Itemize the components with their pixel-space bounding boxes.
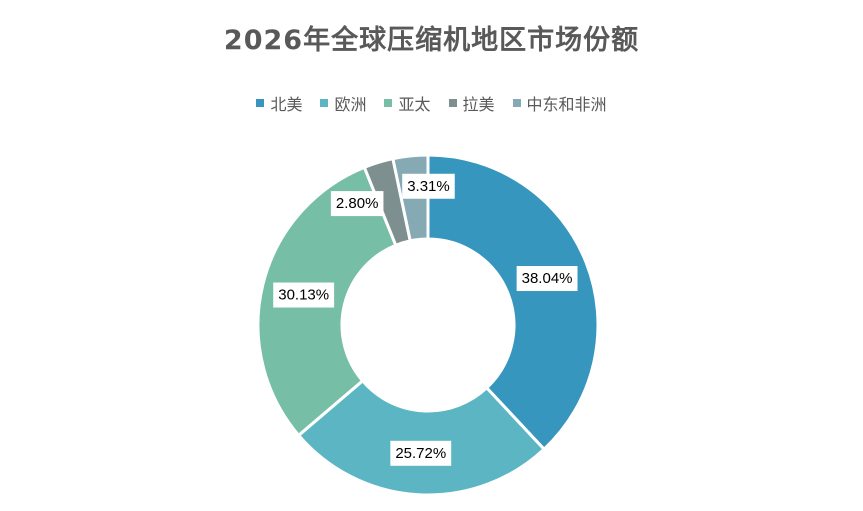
legend-item-asia-pacific: 亚太 [384,91,431,115]
legend-swatch [384,99,393,107]
legend-label: 亚太 [398,95,431,114]
data-label-text: 2.80% [336,195,379,212]
data-label: 30.13% [273,282,335,308]
data-label: 3.31% [402,173,455,199]
data-label-box [516,266,578,292]
data-label: 38.04% [516,266,578,292]
legend-item-europe: 欧洲 [320,91,366,115]
legend-swatch [512,99,521,107]
data-label-text: 25.72% [395,445,446,462]
data-label: 25.72% [390,440,452,466]
legend-label: 欧洲 [334,95,367,114]
data-label-text: 3.31% [407,178,450,195]
donut-slice [426,153,600,452]
data-label-box [330,191,384,217]
legend-swatch [320,99,329,107]
legend-item-north-america: 北美 [256,91,302,115]
chart-title: 2026年全球压缩机地区市场份额 [223,25,640,56]
legend-label: 拉美 [462,95,495,114]
legend-label: 中东和非洲 [526,95,607,114]
legend-swatch [448,99,457,107]
donut-slice [296,378,547,497]
data-label: 2.80% [330,191,384,217]
legend-label: 北美 [270,95,303,114]
data-label-text: 30.13% [278,287,329,304]
legend-swatch [256,99,265,107]
data-label-box [402,173,455,199]
data-label-box [390,440,452,466]
legend-item-middle-east-africa: 中东和非洲 [512,91,607,115]
data-label-text: 38.04% [522,270,573,287]
data-label-box [273,282,335,308]
legend-item-latin-america: 拉美 [448,91,495,115]
legend: 北美 欧洲 亚太 拉美 中东和非洲 [0,91,863,115]
